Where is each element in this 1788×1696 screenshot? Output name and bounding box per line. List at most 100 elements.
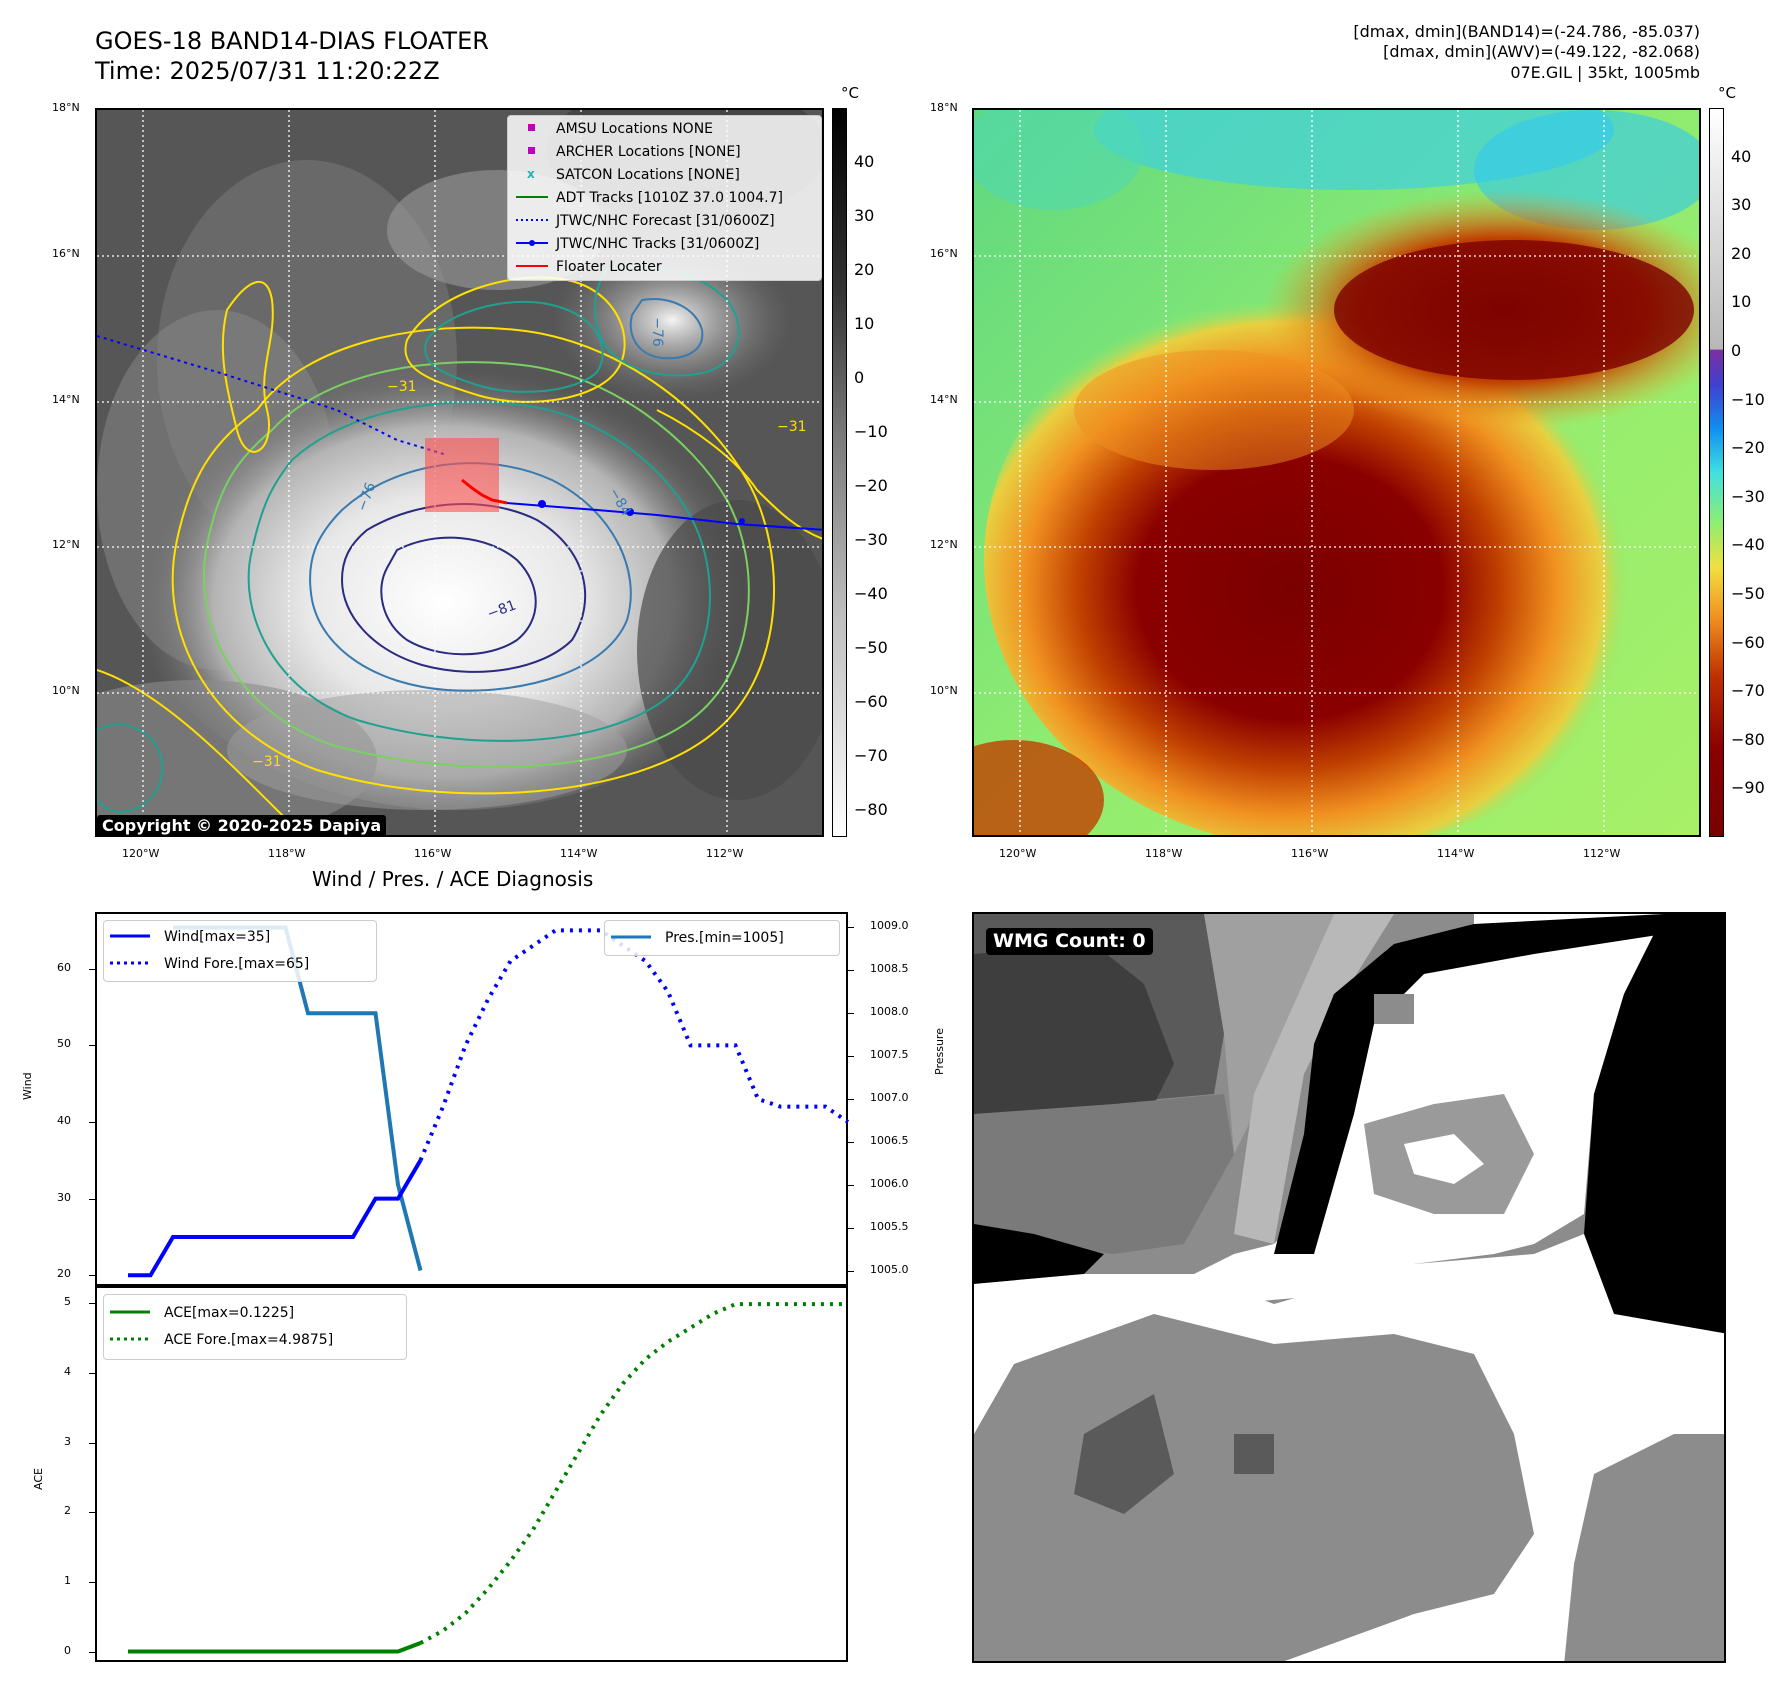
- tick-mark: [89, 1581, 95, 1583]
- pressure-ytick: 1007.5: [870, 1048, 909, 1062]
- ace-ylabel: ACE: [32, 1468, 45, 1490]
- ir-lon-tick: 116°W: [414, 847, 452, 860]
- ir-lat-tick: 10°N: [52, 684, 80, 697]
- ace-ytick: 4: [64, 1365, 71, 1379]
- tick-mark: [89, 1512, 95, 1514]
- wv-lat-tick: 10°N: [930, 684, 958, 697]
- ir-cbar-unit: °C: [841, 84, 859, 102]
- ir-lat-tick: 12°N: [52, 538, 80, 551]
- wv-cbar-tick: −50: [1731, 584, 1765, 603]
- wind-ytick: 20: [57, 1267, 71, 1281]
- wind-legend: Wind[max=35] Wind Fore.[max=65]: [103, 920, 377, 982]
- contour-label: −31: [387, 379, 417, 395]
- series-line-wind: [128, 1159, 423, 1278]
- svg-text:x: x: [527, 167, 535, 181]
- tick-mark: [848, 927, 854, 929]
- tick-mark: [848, 1099, 854, 1100]
- tick-mark: [89, 1442, 95, 1444]
- tick-mark: [848, 1013, 854, 1015]
- ir-colorbar: [832, 108, 847, 837]
- ir-cbar-tick: 20: [854, 260, 875, 279]
- wv-cbar-tick: 20: [1731, 243, 1752, 263]
- wv-lat-tick: 12°N: [930, 538, 958, 551]
- wind-ytick: 50: [57, 1037, 71, 1051]
- wv-cbar-tick: −20: [1731, 438, 1765, 458]
- tick-mark: [848, 1270, 854, 1272]
- wv-satellite-panel: [972, 108, 1701, 837]
- wv-cbar-tick: −40: [1731, 535, 1765, 555]
- series-line-ace: [128, 1641, 422, 1654]
- wv-gridlines: [974, 110, 1699, 835]
- ir-lat-tick: 16°N: [52, 247, 80, 260]
- ir-cbar-tick: −50: [854, 638, 888, 657]
- contour-label: −31: [252, 754, 282, 770]
- wv-cbar-unit: °C: [1718, 84, 1736, 102]
- copyright-label: Copyright © 2020-2025 Dapiya: [97, 815, 387, 835]
- legend-ace: ACE[max=0.1225]: [110, 1305, 295, 1321]
- ir-lat-tick: 14°N: [52, 393, 80, 406]
- series-line-wind-fore-: [418, 928, 850, 1162]
- tick-mark: [848, 970, 854, 972]
- wv-cbar-tick: −80: [1731, 729, 1765, 749]
- pressure-ytick: 1008.0: [870, 1005, 909, 1019]
- wv-cbar-tick: −10: [1731, 389, 1765, 409]
- wv-colorbar: [1709, 108, 1724, 837]
- tick-mark: [848, 1227, 854, 1229]
- tick-mark: [848, 1184, 854, 1186]
- ir-cbar-tick: −40: [854, 584, 888, 603]
- ace-ytick: 5: [64, 1295, 71, 1309]
- ace-plot: [128, 1302, 848, 1654]
- ir-cbar-tick: −20: [854, 476, 888, 495]
- wv-cbar-tick: −30: [1731, 486, 1765, 506]
- wind-ytick: 40: [57, 1113, 71, 1127]
- dminmax-band14: [dmax, dmin](BAND14)=(-24.786, -85.037): [1353, 22, 1700, 41]
- wv-cbar-tick: −90: [1731, 778, 1765, 798]
- floater-box: [425, 438, 499, 512]
- ir-cbar-tick: −30: [854, 530, 888, 549]
- tick-mark: [89, 1198, 95, 1200]
- pressure-ytick: 1006.5: [870, 1133, 909, 1147]
- wmg-image: [974, 914, 1724, 1661]
- legend-archer: ARCHER Locations [NONE]: [508, 142, 821, 162]
- wv-cbar-tick: 10: [1731, 292, 1752, 312]
- ir-satellite-panel: −76 −76 −84 −81 −31 −31 −31 −31 AMSU Loc…: [95, 108, 824, 837]
- pressure-ylabel: Pressure: [933, 1028, 946, 1075]
- legend-wind: Wind[max=35]: [110, 929, 271, 945]
- ir-cbar-tick: −80: [854, 800, 888, 819]
- wv-lon-tick: 112°W: [1583, 847, 1621, 860]
- ace-ytick: 2: [64, 1504, 71, 1518]
- legend-forecast: JTWC/NHC Forecast [31/0600Z]: [516, 213, 775, 229]
- legend-wind-fore: Wind Fore.[max=65]: [110, 956, 310, 972]
- pressure-ytick: 1006.0: [870, 1176, 909, 1190]
- wv-cbar-tick: 30: [1731, 195, 1752, 215]
- series-line-ace-fore-: [419, 1302, 848, 1645]
- wind-ytick: 60: [57, 960, 71, 974]
- wv-lon-tick: 114°W: [1437, 847, 1475, 860]
- wmg-count-label: WMG Count: 0: [986, 928, 1153, 955]
- figure-title: GOES-18 BAND14-DIAS FLOATER: [95, 27, 489, 55]
- ir-cbar-tick: 10: [854, 314, 875, 333]
- tick-mark: [89, 1121, 95, 1123]
- storm-info: 07E.GIL | 35kt, 1005mb: [1510, 63, 1700, 82]
- ir-cbar-tick: −70: [854, 746, 888, 765]
- tick-mark: [848, 1056, 854, 1058]
- ace-ytick: 0: [64, 1643, 71, 1657]
- wv-cbar-tick: −70: [1731, 681, 1765, 701]
- pressure-ytick: 1009.0: [870, 919, 909, 933]
- tick-mark: [89, 1045, 95, 1047]
- pressure-ytick: 1005.0: [870, 1262, 909, 1276]
- legend-adt: ADT Tracks [1010Z 37.0 1004.7]: [516, 190, 783, 206]
- ir-cbar-tick: −60: [854, 692, 888, 711]
- pressure-ytick: 1007.0: [870, 1091, 909, 1104]
- wmg-panel: WMG Count: 0: [972, 912, 1726, 1663]
- ir-cbar-tick: 30: [854, 206, 875, 225]
- wv-cbar-tick: 40: [1731, 146, 1752, 166]
- wv-lat-tick: 16°N: [930, 247, 958, 260]
- wv-image: [974, 110, 1699, 835]
- ir-lon-tick: 114°W: [560, 847, 598, 860]
- ace-legend: ACE[max=0.1225] ACE Fore.[max=4.9875]: [103, 1294, 407, 1360]
- ir-cbar-tick: 0: [854, 368, 865, 387]
- contour-label: −76: [648, 317, 665, 347]
- wv-lon-tick: 118°W: [1145, 847, 1183, 860]
